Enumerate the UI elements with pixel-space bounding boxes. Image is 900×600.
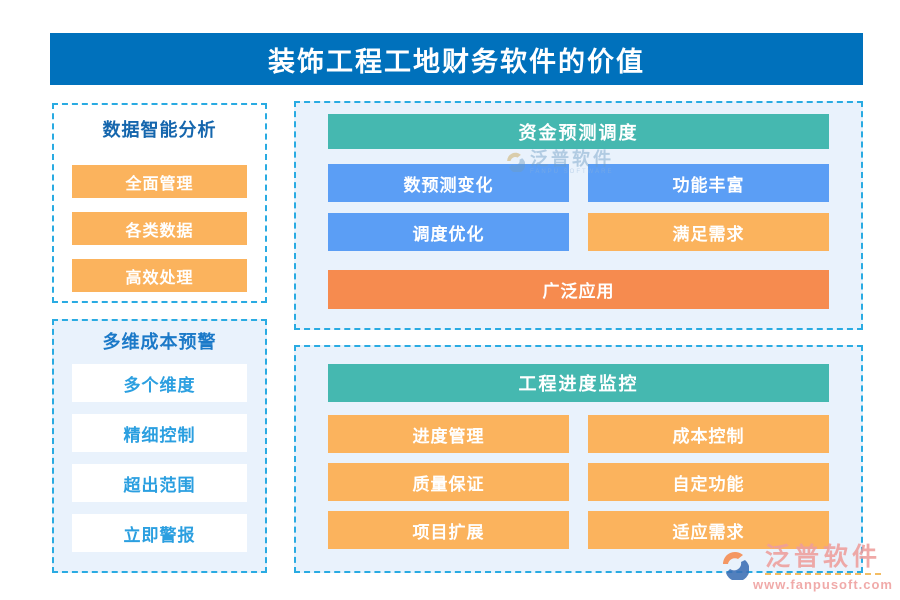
fanpu-logo-icon — [722, 551, 749, 580]
value-box: 适应需求 — [588, 511, 829, 549]
logo-website: www.fanpusoft.com — [752, 577, 893, 592]
logo-text: 泛普软件 www.fanpusoft.com — [753, 544, 893, 592]
value-box: 各类数据 — [72, 212, 247, 245]
section-data-analysis: 数据智能分析 全面管理 各类数据 高效处理 — [52, 103, 267, 303]
value-box: 数预测变化 — [328, 164, 569, 202]
logo-brand: 泛普软件 — [764, 544, 881, 575]
value-grid: 进度管理 成本控制 质量保证 自定功能 项目扩展 适应需求 — [328, 415, 829, 549]
value-box: 项目扩展 — [328, 511, 569, 549]
value-box: 功能丰富 — [588, 164, 829, 202]
section-heading: 多维成本预警 — [102, 332, 217, 352]
fanpu-logo: 泛普软件 www.fanpusoft.com — [717, 544, 893, 592]
section-header-bar: 资金预测调度 — [328, 114, 829, 149]
value-box: 立即警报 — [72, 514, 247, 552]
value-box: 全面管理 — [72, 165, 247, 198]
value-box: 超出范围 — [72, 464, 247, 502]
section-header-bar: 工程进度监控 — [328, 364, 829, 402]
value-box: 精细控制 — [72, 414, 247, 452]
value-box: 满足需求 — [588, 213, 829, 251]
value-box: 质量保证 — [328, 463, 569, 501]
value-box: 调度优化 — [328, 213, 569, 251]
value-box: 高效处理 — [72, 259, 247, 292]
value-box: 多个维度 — [72, 364, 247, 402]
page-title: 装饰工程工地财务软件的价值 — [50, 33, 863, 85]
value-box-wide: 广泛应用 — [328, 270, 829, 309]
section-progress-monitor: 工程进度监控 进度管理 成本控制 质量保证 自定功能 项目扩展 适应需求 — [294, 345, 863, 573]
value-grid: 数预测变化 功能丰富 调度优化 满足需求 — [328, 164, 829, 251]
section-cost-warning: 多维成本预警 多个维度 精细控制 超出范围 立即警报 — [52, 319, 267, 573]
value-box: 自定功能 — [588, 463, 829, 501]
section-heading: 数据智能分析 — [102, 120, 217, 140]
value-box: 进度管理 — [328, 415, 569, 453]
section-fund-forecast: 资金预测调度 数预测变化 功能丰富 调度优化 满足需求 广泛应用 — [294, 101, 863, 330]
value-box: 成本控制 — [588, 415, 829, 453]
